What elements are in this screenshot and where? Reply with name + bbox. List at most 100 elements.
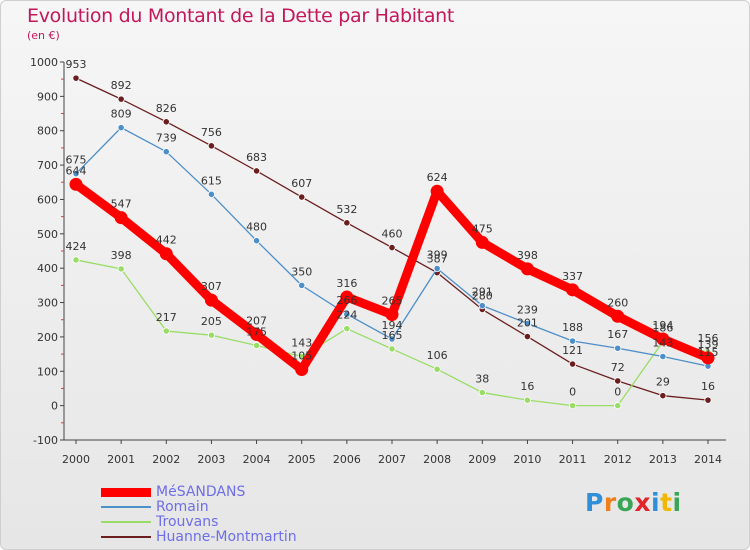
data-label: 475 (472, 222, 493, 235)
legend-label: Romain (156, 499, 209, 515)
data-point (72, 74, 80, 82)
data-point (433, 365, 441, 373)
data-point (568, 360, 577, 368)
data-label: 167 (607, 328, 628, 341)
data-label: 156 (698, 332, 719, 345)
chart-subtitle: (en €) (27, 29, 60, 42)
legend-swatch (101, 536, 151, 538)
data-point (478, 302, 486, 310)
data-label: 739 (156, 132, 177, 145)
data-point (478, 388, 486, 397)
data-label: 38 (475, 373, 489, 386)
data-point (72, 170, 80, 178)
data-point (523, 332, 532, 341)
data-label: 0 (569, 386, 576, 399)
data-label: 139 (698, 338, 719, 351)
legend-label: MéSANDANS (156, 484, 246, 500)
data-label: 607 (291, 177, 312, 190)
logo-letter: i (672, 488, 682, 517)
y-tick-label: 800 (37, 125, 58, 138)
data-label: 194 (382, 319, 403, 332)
y-tick-label: 1000 (30, 56, 58, 69)
data-point (117, 124, 125, 132)
x-tick-label: 2014 (694, 453, 722, 466)
x-tick-label: 2009 (468, 453, 496, 466)
data-point (204, 293, 218, 307)
data-label: 442 (156, 234, 177, 247)
y-tick-label: 200 (37, 331, 58, 344)
data-label: 307 (201, 280, 222, 293)
data-label: 337 (562, 270, 583, 283)
y-tick-label: 600 (37, 193, 58, 206)
data-point (611, 309, 625, 323)
data-point (566, 283, 580, 297)
data-label: 29 (656, 376, 670, 389)
y-tick-label: 100 (37, 365, 58, 378)
x-tick-label: 2008 (423, 453, 451, 466)
legend-label: Trouvans (156, 514, 219, 530)
data-label: 72 (611, 361, 625, 374)
data-point (388, 345, 396, 353)
data-label: 239 (517, 304, 538, 317)
data-label: 16 (701, 380, 715, 393)
data-point (69, 177, 83, 191)
data-label: 266 (336, 294, 357, 307)
data-point (433, 264, 441, 273)
data-point (614, 402, 622, 410)
y-tick-label: 500 (37, 228, 58, 241)
data-label: 624 (427, 171, 448, 184)
logo-letter: r (603, 488, 617, 517)
logo-letter: o (616, 488, 635, 517)
data-label: 121 (562, 344, 583, 357)
data-label: 350 (291, 265, 312, 278)
data-label: 205 (201, 315, 222, 328)
data-label: 953 (66, 58, 87, 71)
data-label: 398 (111, 249, 132, 262)
data-point (614, 377, 622, 385)
data-point (207, 142, 216, 150)
y-tick-label: -100 (33, 434, 58, 447)
data-point (659, 352, 667, 361)
data-label: 399 (427, 249, 448, 262)
data-label: 398 (517, 249, 538, 262)
logo-letter: i (651, 488, 661, 517)
data-label: 615 (201, 174, 222, 187)
x-tick-label: 2013 (649, 453, 677, 466)
data-point (343, 219, 351, 227)
data-label: 424 (66, 240, 87, 253)
data-point (568, 337, 577, 345)
logo-letter: x (634, 488, 651, 517)
data-label: 809 (111, 108, 132, 121)
data-label: 224 (336, 309, 357, 322)
proxiti-logo: Proxiti (585, 488, 682, 517)
x-tick-label: 2002 (152, 453, 180, 466)
data-point (207, 190, 216, 198)
data-point (388, 243, 396, 252)
data-label: 460 (382, 228, 403, 241)
legend-swatch (101, 521, 151, 523)
data-point (656, 332, 670, 346)
data-label: 532 (336, 203, 357, 216)
data-point (701, 351, 715, 365)
legend-swatch (101, 506, 151, 508)
data-point (159, 247, 173, 261)
data-point (340, 290, 354, 304)
data-label: 207 (246, 315, 267, 328)
data-point (343, 325, 351, 333)
data-point (295, 363, 309, 377)
x-tick-label: 2010 (513, 453, 541, 466)
data-point (298, 281, 306, 289)
chart-legend: MéSANDANS Romain Trouvans Huanne-Montmartin (101, 484, 331, 545)
data-label: 217 (156, 311, 177, 324)
data-point (252, 167, 261, 175)
data-label: 16 (520, 380, 534, 393)
data-label: 105 (291, 350, 312, 363)
x-tick-label: 2001 (107, 453, 135, 466)
legend-item: Huanne-Montmartin (101, 529, 331, 545)
data-point (250, 328, 264, 342)
data-label: 280 (472, 289, 493, 302)
data-label: 165 (382, 329, 403, 342)
data-label: 143 (291, 336, 312, 349)
